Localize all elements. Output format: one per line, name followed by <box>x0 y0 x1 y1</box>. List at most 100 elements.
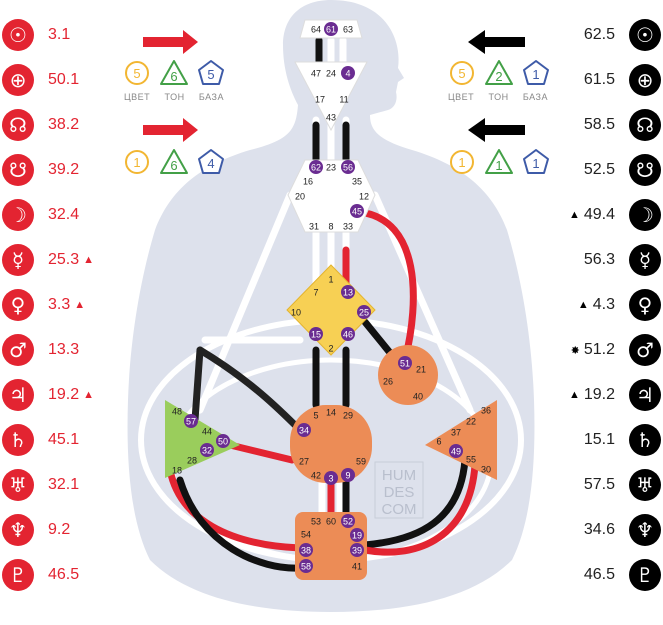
gate-19: 19 <box>350 528 364 542</box>
gate-number: 18 <box>172 466 182 476</box>
gate-60: 60 <box>326 517 336 527</box>
root-center[interactable] <box>295 512 367 580</box>
south-node-icon: ☋ <box>2 154 34 186</box>
sacral-center[interactable] <box>290 405 372 483</box>
gate-badge <box>350 204 364 218</box>
jupiter-icon: ♃ <box>2 379 34 411</box>
heart-center[interactable] <box>378 345 438 405</box>
gate-number: 43 <box>326 113 336 123</box>
gate-24: 24 <box>326 69 336 79</box>
planet-gate-value: 49.4 <box>583 206 615 223</box>
gate-6: 6 <box>436 437 441 447</box>
gate-29: 29 <box>343 411 353 421</box>
gate-badge <box>449 444 463 458</box>
gate-20: 20 <box>295 192 305 202</box>
gate-58: 58 <box>299 559 313 573</box>
spleen-center[interactable] <box>165 400 240 478</box>
planet-gate-value: 3.1 <box>48 26 71 43</box>
gate-50: 50 <box>216 434 230 448</box>
earth-icon: ⊕ <box>629 64 661 96</box>
planet-gate-value: 19.2 <box>48 386 80 403</box>
gate-21: 21 <box>416 365 426 375</box>
gate-badge <box>309 327 323 341</box>
gate-badge <box>324 471 338 485</box>
gate-badge <box>184 414 198 428</box>
planet-row: ☿ 25.3 ▲ <box>2 241 98 279</box>
gate-8: 8 <box>328 222 333 232</box>
design-variables-bottom <box>123 116 223 186</box>
venus-icon: ♀ <box>629 289 661 321</box>
gate-number: 51 <box>400 359 410 369</box>
gate-7: 7 <box>313 288 318 298</box>
gate-48: 48 <box>172 407 182 417</box>
moon-icon: ☽ <box>629 199 661 231</box>
gate-badge <box>299 559 313 573</box>
gate-number: 35 <box>352 177 362 187</box>
gate-number: 50 <box>218 437 228 447</box>
gate-number: 14 <box>326 408 336 418</box>
watermark-line: COM <box>382 501 417 518</box>
gate-35: 35 <box>352 177 362 187</box>
gate-badge <box>341 160 355 174</box>
planet-fixing-mark: ▲ <box>577 299 589 311</box>
planet-gate-value: 46.5 <box>48 566 80 583</box>
gate-number: 12 <box>359 192 369 202</box>
gate-12: 12 <box>359 192 369 202</box>
gate-47: 47 <box>311 69 321 79</box>
gate-number: 64 <box>311 25 321 35</box>
planet-row: 61.5 ⊕ <box>584 61 661 99</box>
gate-number: 13 <box>343 288 353 298</box>
mercury-icon: ☿ <box>629 244 661 276</box>
planet-row: ♃ 19.2 ▲ <box>2 376 98 414</box>
gate-17: 17 <box>315 95 325 105</box>
gate-49: 49 <box>449 444 463 458</box>
gate-badge <box>350 528 364 542</box>
planet-gate-value: 62.5 <box>583 26 615 43</box>
gate-number: 62 <box>311 163 321 173</box>
planet-row: ☉ 3.1 <box>2 16 70 54</box>
gate-22: 22 <box>466 417 476 427</box>
planet-gate-value: 58.5 <box>583 116 615 133</box>
planet-gate-value: 50.1 <box>48 71 80 88</box>
gate-53: 53 <box>311 517 321 527</box>
gate-number: 49 <box>451 447 461 457</box>
gate-42: 42 <box>311 471 321 481</box>
planet-fixing-mark: ✸ <box>570 344 580 357</box>
planet-gate-value: 38.2 <box>48 116 80 133</box>
gate-number: 20 <box>295 192 305 202</box>
gate-number: 34 <box>299 426 309 436</box>
personality-variable-labels: ЦВЕТ ТОН БАЗА <box>448 92 548 102</box>
gate-number: 2 <box>328 344 333 354</box>
moon-icon: ☽ <box>2 199 34 231</box>
pluto-icon: ♇ <box>629 559 661 591</box>
planet-row: 46.5 ♇ <box>584 556 661 594</box>
gate-number: 3 <box>328 474 333 484</box>
gate-number: 47 <box>311 69 321 79</box>
solar-plexus-center[interactable] <box>425 400 497 480</box>
gate-26: 26 <box>383 377 393 387</box>
gate-45: 45 <box>350 204 364 218</box>
arrow-right-icon <box>143 118 198 142</box>
gate-badge <box>297 423 311 437</box>
gate-badge <box>216 434 230 448</box>
gate-51: 51 <box>398 356 412 370</box>
planet-row: 15.1 ♄ <box>584 421 661 459</box>
gate-64: 64 <box>311 25 321 35</box>
planet-gate-value: 51.2 <box>583 341 615 358</box>
gate-39: 39 <box>350 543 364 557</box>
planet-gate-value: 34.6 <box>583 521 615 538</box>
gate-badge <box>341 285 355 299</box>
planet-fixing-mark: ▲ <box>83 254 95 266</box>
gate-44: 44 <box>202 427 212 437</box>
planet-gate-value: 15.1 <box>583 431 615 448</box>
gate-number: 37 <box>451 428 461 438</box>
gate-33: 33 <box>343 222 353 232</box>
gate-56: 56 <box>341 160 355 174</box>
gate-63: 63 <box>343 25 353 35</box>
uranus-icon: ♅ <box>629 469 661 501</box>
sun-icon: ☉ <box>629 19 661 51</box>
label-color: ЦВЕТ <box>124 92 151 102</box>
gate-number: 15 <box>311 330 321 340</box>
gate-number: 17 <box>315 95 325 105</box>
planet-row: 56.3 ☿ <box>584 241 661 279</box>
